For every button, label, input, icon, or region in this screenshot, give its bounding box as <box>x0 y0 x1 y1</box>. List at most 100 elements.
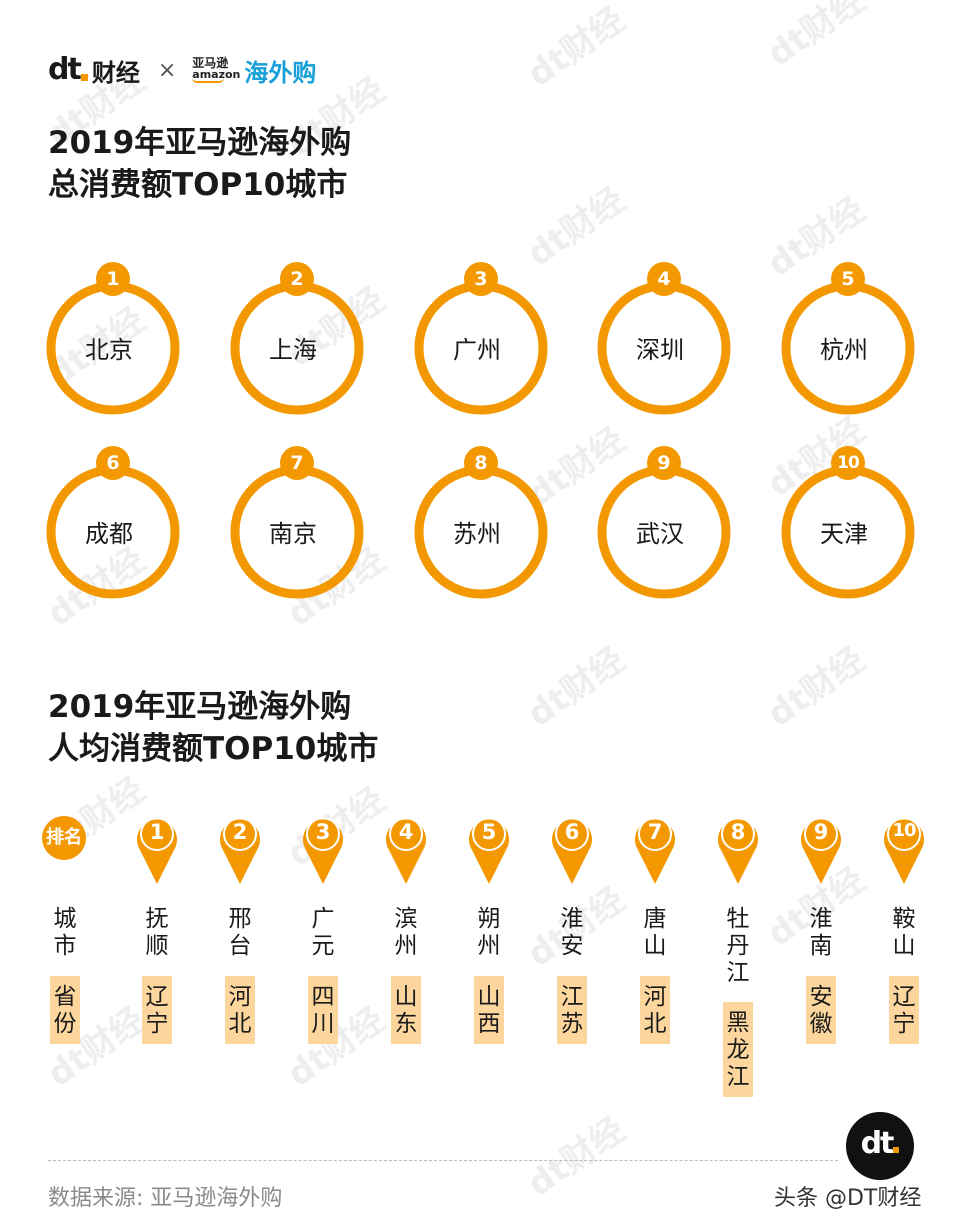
watermark-text: dt财经 <box>760 0 873 75</box>
ring-rank-badge: 9 <box>647 446 681 480</box>
city-name-vertical: 牡丹江 <box>726 906 750 986</box>
province-name-box: 河北 <box>225 976 255 1044</box>
province-name-box: 黑龙江 <box>723 1002 753 1097</box>
times-sign: × <box>157 57 177 83</box>
section1-title: 2019年亚马逊海外购 总消费额TOP10城市 <box>48 122 351 206</box>
section2-title-line1: 2019年亚马逊海外购 <box>48 689 352 725</box>
pin-marker-icon <box>303 817 343 884</box>
ring-rank-badge: 6 <box>96 446 130 480</box>
ring-rank-badge: 3 <box>464 262 498 296</box>
dt-logo: dt 财经 <box>48 53 140 88</box>
amazon-smile-icon <box>192 78 225 83</box>
pin-rank-number: 5 <box>481 820 497 844</box>
pin-marker-icon <box>552 817 592 884</box>
city-name-vertical: 淮南 <box>809 906 833 959</box>
footer-divider <box>48 1160 838 1161</box>
dt-badge-logo: dt <box>846 1112 914 1180</box>
city-ring-card: 6 成都 <box>40 446 190 612</box>
watermark-text: dt财经 <box>520 1109 633 1205</box>
pin-rank-number: 4 <box>398 820 414 844</box>
rank-pin: 10 <box>879 812 929 886</box>
pin-marker-icon <box>386 817 426 884</box>
province-name-box: 安徽 <box>806 976 836 1044</box>
pin-marker-icon <box>220 817 260 884</box>
data-source: 数据来源: 亚马逊海外购 <box>48 1186 283 1211</box>
amazon-logo-cn: 亚马逊 <box>192 56 229 70</box>
watermark-text: dt财经 <box>520 639 633 735</box>
rank-pin: 8 <box>713 812 763 886</box>
watermark-text: dt财经 <box>760 639 873 735</box>
rank-header: 排名 <box>42 816 86 860</box>
pin-rank-number: 10 <box>892 820 916 841</box>
pin-rank-number: 3 <box>315 820 331 844</box>
ring-city-name: 广州 <box>453 336 501 364</box>
city-name-vertical: 鞍山 <box>892 906 916 959</box>
ring-rank-badge: 2 <box>280 262 314 296</box>
province-name-box: 辽宁 <box>142 976 172 1044</box>
rank-pin: 2 <box>215 812 265 886</box>
pin-marker-icon <box>718 817 758 884</box>
pin-marker-icon <box>469 817 509 884</box>
rank-pin: 9 <box>796 812 846 886</box>
ring-city-name: 成都 <box>85 520 133 548</box>
section1-title-line2: 总消费额TOP10城市 <box>48 167 348 203</box>
dt-badge-text: dt <box>860 1126 895 1161</box>
watermark-text: dt财经 <box>520 179 633 275</box>
ring-city-name: 南京 <box>269 520 317 548</box>
ring-city-name: 北京 <box>85 336 133 364</box>
pin-marker-icon <box>884 817 924 884</box>
city-ring-card: 9 武汉 <box>591 446 741 612</box>
pin-rank-number: 7 <box>647 820 663 844</box>
pin-rank-number: 2 <box>232 820 248 844</box>
pin-marker-icon <box>801 817 841 884</box>
ring-rank-badge: 5 <box>831 262 865 296</box>
dt-logo-dot <box>80 73 88 81</box>
pin-rank-number: 8 <box>730 820 746 844</box>
rank-pin: 1 <box>132 812 182 886</box>
pin-rank-number: 6 <box>564 820 580 844</box>
dt-logo-mark: dt <box>48 52 82 87</box>
rank-pin: 3 <box>298 812 348 886</box>
rank-pin: 4 <box>381 812 431 886</box>
city-ring-card: 5 杭州 <box>775 262 925 428</box>
province-name-box: 山东 <box>391 976 421 1044</box>
toutiao-credit: 头条 @DT财经 <box>774 1186 922 1211</box>
logo-row: dt 财经 × 亚马逊 amazon 海外购 <box>48 52 316 88</box>
ring-city-name: 天津 <box>820 520 868 548</box>
province-name-box: 山西 <box>474 976 504 1044</box>
province-name-box: 辽宁 <box>889 976 919 1044</box>
province-name-box: 江苏 <box>557 976 587 1044</box>
amazon-logo-en: amazon <box>192 68 241 81</box>
city-name-vertical: 滨州 <box>394 906 418 959</box>
ring-city-name: 上海 <box>269 336 317 364</box>
ring-rank-badge: 10 <box>831 446 865 480</box>
city-name-vertical: 抚顺 <box>145 906 169 959</box>
rank-pin: 6 <box>547 812 597 886</box>
dt-logo-name: 财经 <box>91 58 140 87</box>
city-ring-card: 2 上海 <box>224 262 374 428</box>
section2-title-line2: 人均消费额TOP10城市 <box>48 731 379 767</box>
pin-marker-icon <box>137 817 177 884</box>
section2-title: 2019年亚马逊海外购 人均消费额TOP10城市 <box>48 686 378 770</box>
province-name-box: 河北 <box>640 976 670 1044</box>
rank-pin: 7 <box>630 812 680 886</box>
pin-marker-icon <box>635 817 675 884</box>
province-name-box: 四川 <box>308 976 338 1044</box>
city-ring-card: 3 广州 <box>408 262 558 428</box>
rank-pin: 5 <box>464 812 514 886</box>
city-ring-card: 7 南京 <box>224 446 374 612</box>
city-ring-card: 10 天津 <box>775 446 925 612</box>
ring-city-name: 杭州 <box>820 336 868 364</box>
watermark-text: dt财经 <box>520 0 633 95</box>
ring-city-name: 苏州 <box>453 520 501 548</box>
city-name-vertical: 朔州 <box>477 906 501 959</box>
city-name-vertical: 邢台 <box>228 906 252 959</box>
city-header: 城市 <box>53 906 77 959</box>
ring-city-name: 武汉 <box>636 520 684 548</box>
ring-rank-badge: 1 <box>96 262 130 296</box>
amazon-logo-hwg: 海外购 <box>244 58 317 87</box>
ring-city-name: 深圳 <box>636 336 684 364</box>
city-ring-card: 1 北京 <box>40 262 190 428</box>
city-name-vertical: 唐山 <box>643 906 667 959</box>
province-header: 省份 <box>50 976 80 1044</box>
